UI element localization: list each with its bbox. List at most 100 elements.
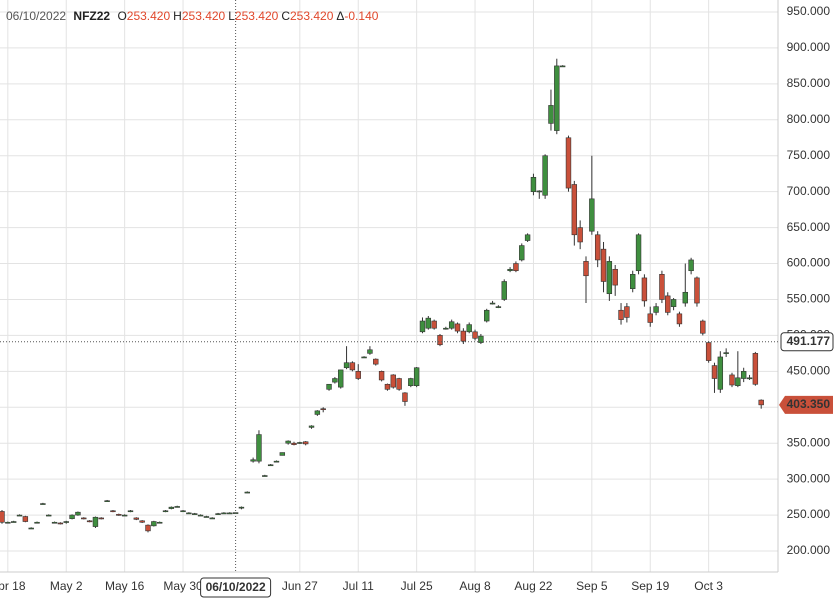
x-tick-label: May 16 [105, 579, 145, 593]
y-tick-label: 900.000 [787, 40, 831, 54]
candle-body [489, 302, 496, 305]
field-key: L [228, 9, 235, 23]
candle-body [221, 512, 227, 515]
candle-body [320, 408, 326, 411]
field-value: 253.420 [234, 9, 279, 23]
y-tick-label: 200.000 [787, 543, 831, 557]
field-value: 253.420 [289, 9, 334, 23]
candle-body [314, 410, 321, 415]
candle-body [86, 520, 93, 523]
candle-body [705, 342, 712, 361]
candle-body [373, 358, 379, 365]
y-tick-label: 850.000 [787, 76, 831, 90]
candle-body [51, 521, 58, 524]
candle-body [355, 371, 361, 379]
candle-body [203, 516, 210, 518]
candle-body [256, 434, 262, 462]
candle-body [740, 371, 747, 379]
candle-body [484, 309, 490, 322]
candle-body [635, 234, 642, 272]
candle-body [577, 227, 583, 243]
candle-body [0, 511, 5, 523]
candle-body [717, 356, 724, 390]
y-tick-label: 800.000 [787, 112, 831, 126]
candle-body [676, 313, 683, 325]
candle-body [16, 514, 23, 517]
candle-body [116, 514, 122, 516]
field-key: C [281, 9, 290, 23]
y-tick-label: 250.000 [787, 507, 831, 521]
candle-body [495, 306, 502, 308]
y-tick-label: 600.000 [787, 256, 831, 270]
y-tick-label: 950.000 [787, 4, 831, 18]
candle-body [127, 510, 134, 513]
candle-body [151, 521, 157, 527]
x-tick-label: Jul 25 [401, 579, 433, 593]
candle-body [641, 277, 648, 302]
header-symbol: NFZ22 [73, 9, 111, 23]
field-value: 253.420 [126, 9, 171, 23]
x-tick-label: Aug 8 [459, 579, 491, 593]
candle-body [419, 320, 426, 333]
candle-body [343, 362, 350, 369]
candle-body [501, 281, 507, 300]
candle-body [583, 261, 589, 277]
candle-body [238, 506, 245, 509]
candle-body [647, 313, 653, 323]
candle-body [174, 506, 180, 508]
crosshair-y-label: 491.177 [787, 334, 831, 348]
candle-body [180, 510, 186, 513]
candle-body [565, 137, 572, 189]
candle-body [5, 521, 11, 524]
candle-body [694, 277, 700, 304]
candle-body [530, 176, 537, 192]
candle-body [390, 374, 396, 388]
candle-body [554, 65, 560, 131]
candle-body [98, 517, 104, 520]
x-tick-label: Apr 18 [0, 579, 26, 593]
candle-body [227, 512, 233, 515]
field-value: -0.140 [344, 9, 379, 23]
candle-body [244, 491, 250, 494]
candle-body [197, 514, 204, 517]
candle-body [349, 362, 356, 371]
x-tick-label: Sep 19 [631, 579, 669, 593]
candle-body [367, 349, 373, 354]
candle-body [542, 155, 548, 196]
candle-body [513, 263, 519, 272]
candle-body [519, 245, 525, 261]
candle-body [589, 198, 595, 232]
candle-body [81, 517, 87, 520]
candle-body [326, 383, 332, 390]
candle-body [291, 442, 297, 445]
field-key: O [117, 9, 127, 23]
candle-body [145, 524, 151, 532]
candle-body [338, 369, 344, 388]
header: 06/10/2022 NFZ22 O253.420 H253.420 L253.42… [6, 9, 381, 23]
x-tick-label: May 30 [163, 579, 203, 593]
candle-body [670, 299, 677, 307]
candle-body [653, 306, 659, 313]
candle-body [594, 234, 601, 261]
y-tick-label: 750.000 [787, 148, 831, 162]
x-tick-label: May 2 [50, 579, 83, 593]
last-price-box [779, 395, 833, 414]
candle-body [466, 324, 472, 333]
candle-body [302, 441, 309, 445]
candle-body [69, 514, 75, 519]
candle-body [711, 365, 718, 379]
candle-body [548, 105, 554, 124]
candle-body [215, 513, 221, 515]
candle-body [425, 317, 432, 329]
x-tick-label: Jul 11 [343, 579, 374, 593]
candle-body [186, 512, 192, 515]
candle-body [478, 335, 484, 343]
candle-body [297, 442, 303, 444]
candle-body [746, 377, 753, 380]
candle-body [682, 291, 688, 304]
x-tick-label: Oct 3 [694, 579, 723, 593]
last-price-label: 403.350 [787, 397, 831, 411]
candle-body [408, 378, 414, 387]
candle-body [606, 261, 613, 295]
